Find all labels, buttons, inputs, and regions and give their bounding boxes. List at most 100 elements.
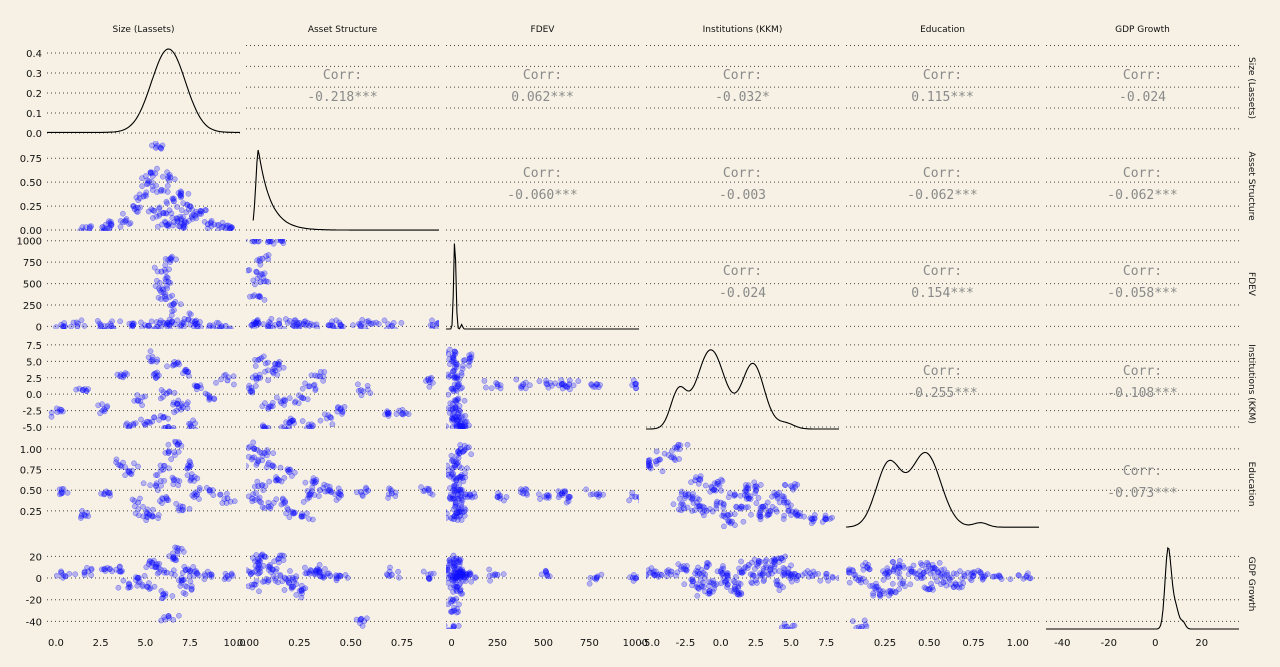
- corr-value: 0.115***: [911, 90, 974, 105]
- y-tick-label: 1.00: [20, 445, 42, 456]
- data-point: [388, 490, 395, 497]
- data-point: [170, 198, 177, 205]
- data-point: [117, 373, 124, 380]
- cloud-point: [870, 592, 877, 599]
- cloud-point: [446, 627, 452, 629]
- data-point: [126, 469, 133, 475]
- y-tick-label: 0.00: [20, 226, 42, 237]
- cloud-point: [737, 581, 744, 587]
- x-tick-label: 5.0: [783, 638, 799, 649]
- data-point: [459, 474, 466, 481]
- scatter-panel: [246, 353, 436, 429]
- cloud-point: [213, 379, 219, 386]
- cloud-point: [115, 584, 122, 591]
- data-point: [917, 573, 924, 579]
- cloud-point: [464, 465, 470, 472]
- cloud-point: [184, 465, 191, 472]
- cloud-point: [472, 575, 478, 581]
- corr-value: 0.062***: [511, 90, 574, 105]
- data-point: [890, 566, 897, 573]
- data-point: [451, 607, 457, 614]
- data-point: [228, 225, 234, 231]
- cloud-point: [359, 317, 366, 323]
- cloud-point: [335, 485, 342, 492]
- panel-grid: [846, 448, 1039, 512]
- cloud-point: [785, 503, 791, 510]
- cloud-point: [629, 489, 635, 496]
- cloud-point: [253, 490, 259, 496]
- cloud-point: [257, 239, 262, 240]
- x-tick-label: 0.00: [237, 638, 259, 649]
- cloud-point: [668, 448, 675, 455]
- cloud-point: [300, 499, 307, 505]
- cloud-point: [129, 467, 136, 474]
- cloud-point: [754, 563, 761, 569]
- cloud-point: [575, 378, 582, 384]
- cloud-point: [738, 505, 745, 512]
- data-point: [259, 255, 266, 262]
- cloud-point: [741, 565, 748, 572]
- cloud-point: [775, 493, 781, 500]
- cloud-point: [157, 144, 164, 151]
- data-point: [255, 560, 262, 566]
- cloud-point: [247, 293, 253, 300]
- data-point: [174, 401, 181, 407]
- cloud-point: [265, 459, 272, 466]
- cloud-point: [126, 320, 133, 327]
- data-point: [316, 487, 323, 494]
- x-tick-label: -40: [1054, 638, 1070, 649]
- cloud-point: [794, 481, 801, 488]
- data-point: [178, 322, 184, 328]
- cloud-point: [724, 584, 730, 590]
- cloud-point: [466, 444, 472, 451]
- cloud-point: [202, 572, 209, 579]
- cloud-point: [289, 473, 295, 479]
- data-point: [298, 513, 305, 520]
- cloud-point: [164, 189, 171, 195]
- cloud-point: [106, 490, 113, 497]
- cloud-point: [201, 576, 208, 583]
- data-point: [724, 512, 731, 518]
- cloud-point: [106, 220, 112, 227]
- cloud-point: [187, 321, 194, 328]
- cloud-point: [81, 323, 88, 329]
- cloud-point: [268, 315, 275, 322]
- data-point: [494, 571, 501, 578]
- corr-label: Corr:: [523, 68, 562, 83]
- data-point: [79, 387, 86, 394]
- cloud-point: [95, 402, 102, 409]
- cloud-point: [458, 517, 465, 523]
- corr-label: Corr:: [1123, 68, 1162, 83]
- cloud-point: [862, 578, 869, 585]
- cloud-point: [638, 385, 639, 387]
- data-point: [520, 381, 527, 388]
- cloud-point: [396, 574, 402, 581]
- cloud-point: [221, 372, 227, 379]
- data-point: [566, 493, 573, 500]
- cloud-point: [674, 569, 681, 576]
- cloud-point: [182, 367, 189, 373]
- cloud-point: [440, 472, 445, 477]
- y-tick-label: 0: [36, 574, 42, 585]
- panel-grid: [1046, 344, 1239, 428]
- cloud-point: [253, 462, 260, 468]
- cloud-point: [446, 405, 452, 411]
- data-point: [738, 569, 745, 576]
- cloud-point: [672, 457, 679, 464]
- panel-grid: [646, 240, 839, 327]
- y-tick-label: 0.75: [20, 466, 42, 477]
- data-point: [944, 571, 950, 578]
- cloud-point: [117, 318, 124, 325]
- cloud-point: [494, 383, 501, 390]
- corr-label: Corr:: [1123, 364, 1162, 379]
- cloud-point: [188, 311, 194, 318]
- cloud-point: [769, 562, 775, 569]
- cloud-point: [486, 572, 493, 579]
- data-point: [593, 491, 600, 498]
- cloud-point: [265, 256, 272, 263]
- cloud-point: [365, 328, 370, 329]
- y-tick-label: -2.5: [22, 407, 42, 418]
- cloud-point: [689, 508, 695, 514]
- cloud-point: [787, 575, 794, 582]
- cloud-point: [64, 489, 71, 496]
